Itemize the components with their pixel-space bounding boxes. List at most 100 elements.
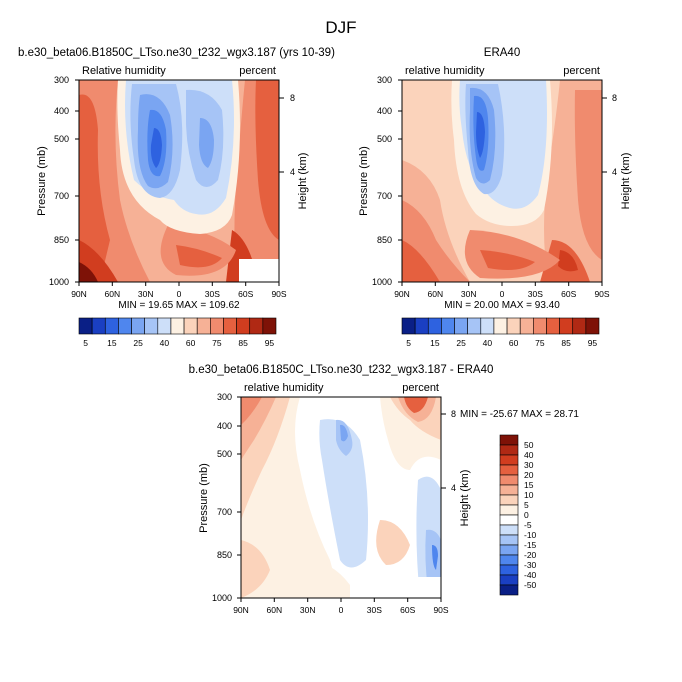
panel-obs-lat-ticks: 90N 60N 30N 0 30S 60S 90S	[394, 282, 610, 299]
colorbar-obs-swatch	[401, 317, 416, 335]
panel-model-left-label: Relative humidity	[82, 65, 166, 77]
colorbar-model-label: 25	[133, 338, 143, 348]
colorbar-obs-swatch	[519, 317, 534, 335]
panel-model-lat-30n: 30N	[138, 289, 154, 299]
colorbar-diff-swatch	[499, 494, 519, 506]
panel-model-p300: 300	[54, 75, 69, 85]
colorbar-model-swatch	[236, 317, 251, 335]
panel-diff-lat-60s: 60S	[400, 605, 415, 615]
colorbar-diff-label: -50	[524, 580, 537, 590]
panel-obs-lat-30s: 30S	[528, 289, 543, 299]
colorbar-obs-label: 15	[430, 338, 440, 348]
colorbar-diff-label: 5	[524, 500, 529, 510]
colorbar-diff-swatch	[499, 574, 519, 586]
figure-title: DJF	[325, 18, 356, 37]
colorbar-obs-label: 60	[509, 338, 519, 348]
colorbar-obs-swatch	[585, 317, 600, 335]
colorbar-diff-swatch	[499, 454, 519, 466]
colorbar-diff-swatch	[499, 554, 519, 566]
panel-model-p1000: 1000	[49, 277, 69, 287]
colorbar-obs-swatch	[493, 317, 508, 335]
panel-obs-p850: 850	[377, 235, 392, 245]
panel-model-lat-30s: 30S	[205, 289, 220, 299]
panel-model-lat-60n: 60N	[105, 289, 121, 299]
colorbar-diff-label: -10	[524, 530, 537, 540]
colorbar-model-swatch	[170, 317, 185, 335]
panel-obs-lat-30n: 30N	[461, 289, 477, 299]
panel-diff-p700: 700	[217, 507, 232, 517]
colorbar-obs-swatch	[546, 317, 560, 335]
colorbar-diff-swatch	[499, 514, 519, 526]
colorbar-model-label: 95	[265, 338, 275, 348]
panel-model-lat-90n: 90N	[71, 289, 87, 299]
panel-obs-height-ticks: 8 4	[602, 93, 617, 177]
colorbar-diff-label: -15	[524, 540, 537, 550]
panel-diff-title: b.e30_beta06.B1850C_LTso.ne30_t232_wgx3.…	[189, 364, 494, 376]
colorbar-model-label: 15	[107, 338, 117, 348]
panel-model-lat-ticks: 90N 60N 30N 0 30S 60S 90S	[71, 282, 287, 299]
colorbar-model-swatch	[196, 317, 211, 335]
colorbar-obs-swatch	[533, 317, 547, 335]
panel-diff-h8: 8	[451, 409, 456, 419]
panel-obs-ylabel-right: Height (km)	[620, 153, 632, 210]
colorbar-obs-swatch	[427, 317, 442, 335]
panel-model-height-ticks: 8 4	[279, 93, 295, 177]
panel-model-lat-60s: 60S	[238, 289, 253, 299]
panel-model-p700: 700	[54, 191, 69, 201]
panel-obs-lat-90s: 90S	[594, 289, 609, 299]
panel-diff-lat-90n: 90N	[233, 605, 249, 615]
colorbar-diff-label: -40	[524, 570, 537, 580]
colorbar-model-label: 5	[83, 338, 88, 348]
colorbar-obs-label: 95	[588, 338, 598, 348]
colorbar-obs-swatch	[506, 317, 521, 335]
colorbar-obs-swatch	[454, 317, 468, 335]
panel-diff-lat-30n: 30N	[300, 605, 316, 615]
colorbar-model-swatch	[78, 317, 93, 335]
panel-obs-contours	[402, 80, 602, 282]
colorbar-diff-swatch	[499, 584, 519, 596]
panel-obs-title: ERA40	[484, 47, 520, 59]
colorbar-model-swatch	[223, 317, 237, 335]
panel-obs-p700: 700	[377, 191, 392, 201]
colorbar-diff-swatch	[499, 534, 519, 546]
panel-obs-p300: 300	[377, 75, 392, 85]
panel-model-h4: 4	[290, 167, 295, 177]
colorbar-model-swatch	[249, 317, 264, 335]
panel-obs-lat-90n: 90N	[394, 289, 410, 299]
panel-obs-p500: 500	[377, 134, 392, 144]
panel-diff-right-label: percent	[402, 382, 439, 394]
colorbar-diff-label: 50	[524, 440, 534, 450]
panel-diff-lat-90s: 90S	[433, 605, 448, 615]
colorbar-obs-swatch	[572, 317, 587, 335]
colorbar-model-swatch	[104, 317, 119, 335]
panel-diff-ylabel: Pressure (mb)	[198, 463, 210, 533]
panel-diff-lat-30s: 30S	[367, 605, 382, 615]
colorbar-diff-label: -5	[524, 520, 532, 530]
panel-diff-p850: 850	[217, 550, 232, 560]
colorbar-obs-label: 5	[406, 338, 411, 348]
colorbar-model-swatch	[157, 317, 172, 335]
panel-model-p500: 500	[54, 134, 69, 144]
panel-model-p850: 850	[54, 235, 69, 245]
panel-diff-p300: 300	[217, 392, 232, 402]
colorbar-obs-swatch	[441, 317, 455, 335]
colorbar-obs: 5 15 25 40 60 75 85 95	[401, 317, 600, 348]
colorbar-diff-label: 15	[524, 480, 534, 490]
panel-model-ylabel: Pressure (mb)	[36, 146, 48, 216]
colorbar-diff-label: -20	[524, 550, 537, 560]
panel-model-p400: 400	[54, 106, 69, 116]
panel-model-lat-90s: 90S	[271, 289, 286, 299]
panel-model-contours	[79, 80, 279, 282]
panel-diff-contours	[241, 397, 441, 598]
panel-diff-height-ticks: 8 4	[441, 409, 456, 493]
panel-model-lat-0: 0	[177, 289, 182, 299]
panel-diff-lat-0: 0	[339, 605, 344, 615]
colorbar-diff-label: 10	[524, 490, 534, 500]
colorbar-obs-swatch	[559, 317, 574, 335]
colorbar-diff-label: 0	[524, 510, 529, 520]
colorbar-obs-swatch	[414, 317, 429, 335]
panel-diff-p400: 400	[217, 421, 232, 431]
panel-obs-lat-60n: 60N	[428, 289, 444, 299]
panel-model-title: b.e30_beta06.B1850C_LTso.ne30_t232_wgx3.…	[18, 47, 335, 59]
